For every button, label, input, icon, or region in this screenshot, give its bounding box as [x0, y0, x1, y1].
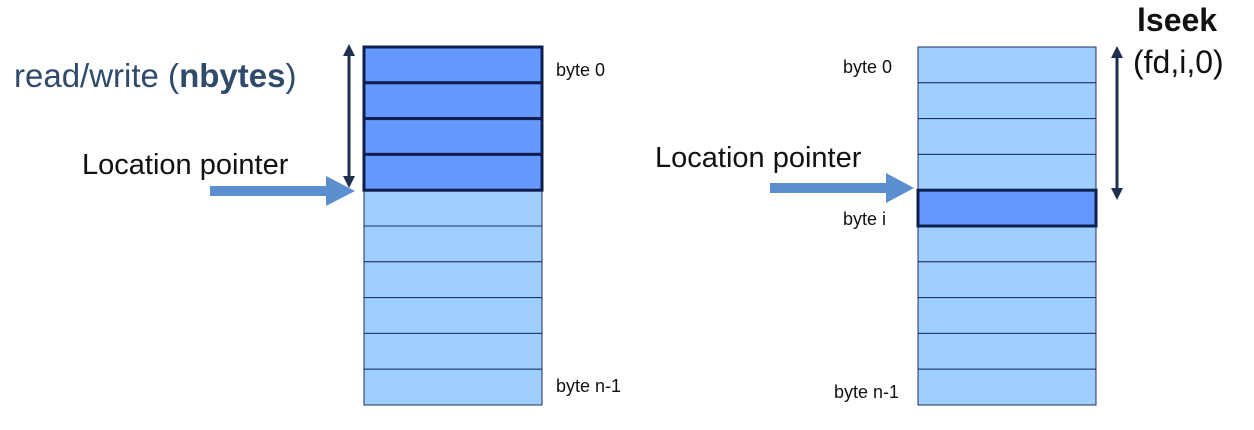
- byte-cell: [917, 261, 1097, 299]
- left-op-prefix: read/write (: [14, 57, 179, 94]
- right-location-pointer-arrow: [770, 173, 914, 203]
- byte-i-cell: [916, 188, 1098, 228]
- byte-cell: [917, 332, 1097, 370]
- right-seek-span-arrow: [1111, 46, 1123, 200]
- byte-cell: [917, 118, 1097, 155]
- lseek-title: lseek: [1137, 2, 1217, 38]
- right-byte-last-label: byte n-1: [834, 382, 899, 402]
- left-location-pointer-arrow: [210, 176, 355, 206]
- selected-byte-cell: [362, 152, 544, 192]
- right-byte-first-label: byte 0: [843, 57, 892, 77]
- byte-cell: [363, 225, 543, 263]
- byte-cell: [917, 82, 1097, 120]
- left-byte-first-label: byte 0: [556, 60, 605, 80]
- byte-cell: [363, 332, 543, 370]
- byte-cell: [917, 225, 1097, 263]
- selected-byte-cell: [362, 81, 544, 121]
- right-location-pointer-label: Location pointer: [655, 142, 862, 174]
- selected-byte-cell: [362, 45, 544, 85]
- left-location-pointer-label: Location pointer: [82, 149, 289, 181]
- right-diagram: lseek (fd,i,0) Location pointer byte 0 b…: [655, 2, 1224, 406]
- left-diagram: read/write (nbytes) Location pointer byt…: [14, 44, 621, 406]
- left-byte-column: [362, 45, 544, 406]
- lseek-args: (fd,i,0): [1133, 44, 1224, 80]
- left-op-arg: nbytes: [179, 57, 285, 94]
- byte-cell: [363, 297, 543, 334]
- right-byte-i-label: byte i: [843, 209, 886, 229]
- byte-cell: [363, 261, 543, 299]
- byte-cell: [917, 153, 1097, 191]
- selected-byte-cell: [362, 117, 544, 156]
- byte-cell: [363, 189, 543, 227]
- right-byte-column: [916, 46, 1098, 406]
- left-byte-last-label: byte n-1: [556, 376, 621, 396]
- byte-cell: [917, 46, 1097, 84]
- left-op-suffix: ): [285, 57, 296, 94]
- byte-cell: [917, 297, 1097, 334]
- byte-cell: [363, 368, 543, 406]
- left-nbytes-span-arrow: [343, 44, 355, 188]
- left-operation-label: read/write (nbytes): [14, 57, 296, 94]
- byte-cell: [917, 368, 1097, 406]
